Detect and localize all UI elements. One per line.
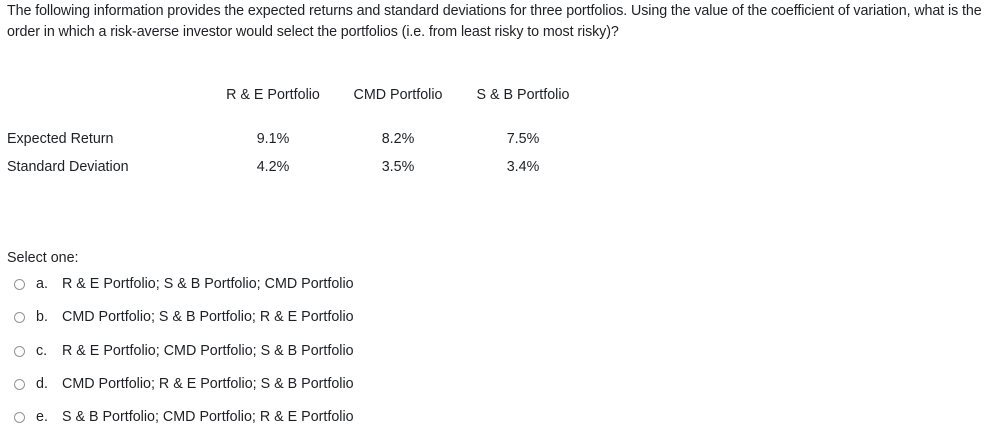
select-one-label: Select one:: [7, 250, 79, 266]
radio-button-a[interactable]: [14, 278, 25, 290]
option-text: CMD Portfolio; R & E Portfolio; S & B Po…: [62, 376, 354, 392]
option-letter: c.: [36, 343, 48, 359]
question-text: The following information provides the e…: [7, 3, 982, 40]
expected-return-sb: 7.5%: [506, 131, 540, 147]
column-header-re-portfolio: R & E Portfolio: [226, 87, 320, 103]
radio-button-b[interactable]: [14, 311, 25, 323]
option-text: CMD Portfolio; S & B Portfolio; R & E Po…: [62, 309, 354, 325]
radio-button-e[interactable]: [14, 411, 25, 423]
expected-return-cmd: 8.2%: [381, 131, 415, 147]
option-d[interactable]: d. CMD Portfolio; R & E Portfolio; S & B…: [14, 373, 394, 395]
standard-deviation-re: 4.2%: [256, 159, 290, 175]
row-label-expected-return: Expected Return: [7, 131, 114, 147]
standard-deviation-sb: 3.4%: [506, 159, 540, 175]
option-text: S & B Portfolio; CMD Portfolio; R & E Po…: [62, 409, 354, 425]
expected-return-re: 9.1%: [256, 131, 290, 147]
option-letter: e.: [36, 409, 48, 425]
option-a[interactable]: a. R & E Portfolio; S & B Portfolio; CMD…: [14, 273, 394, 295]
column-header-cmd-portfolio: CMD Portfolio: [353, 87, 443, 103]
option-text: R & E Portfolio; CMD Portfolio; S & B Po…: [62, 343, 354, 359]
row-label-standard-deviation: Standard Deviation: [7, 159, 129, 175]
radio-button-d[interactable]: [14, 378, 25, 390]
radio-button-c[interactable]: [14, 345, 25, 357]
option-b[interactable]: b. CMD Portfolio; S & B Portfolio; R & E…: [14, 306, 394, 328]
option-c[interactable]: c. R & E Portfolio; CMD Portfolio; S & B…: [14, 340, 394, 362]
option-text: R & E Portfolio; S & B Portfolio; CMD Po…: [62, 276, 354, 292]
option-letter: a.: [36, 276, 48, 292]
standard-deviation-cmd: 3.5%: [381, 159, 415, 175]
option-letter: d.: [36, 376, 48, 392]
column-header-sb-portfolio: S & B Portfolio: [476, 87, 570, 103]
option-e[interactable]: e. S & B Portfolio; CMD Portfolio; R & E…: [14, 406, 394, 428]
option-letter: b.: [36, 309, 48, 325]
